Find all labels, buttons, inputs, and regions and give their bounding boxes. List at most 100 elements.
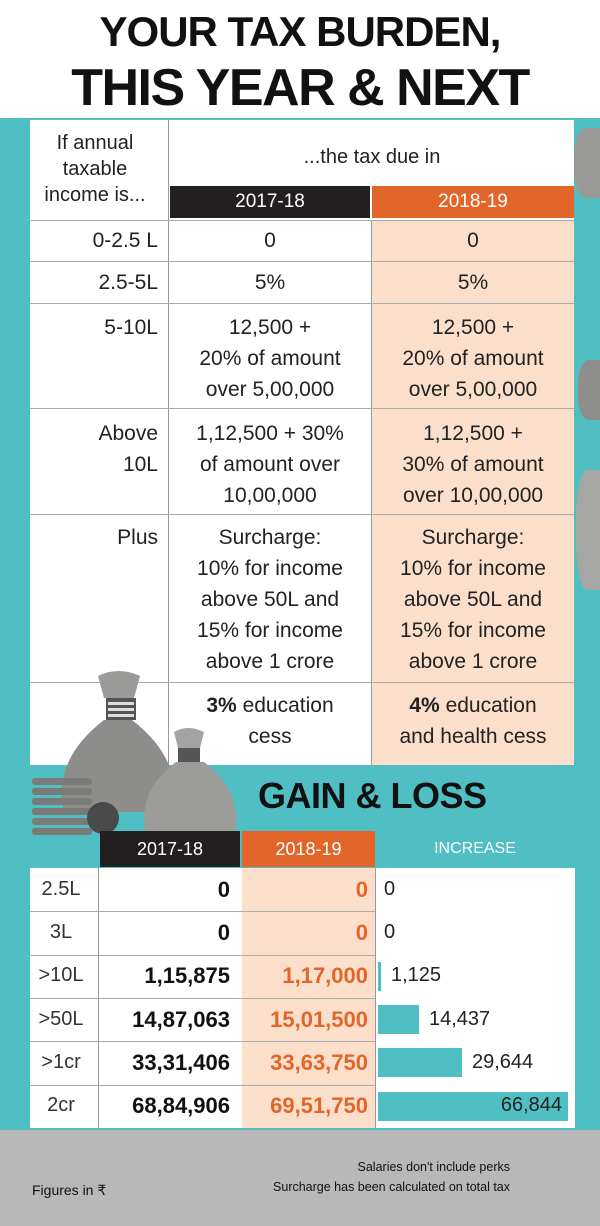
header-top: ...the tax due in xyxy=(303,146,441,168)
rock-decoration xyxy=(578,360,600,420)
tax-2017-line: 15% for income xyxy=(197,619,343,642)
increase-value-label: 0 xyxy=(384,920,396,943)
footnote-perks: Salaries don't include perks xyxy=(357,1160,510,1174)
tax-2017-line: over 5,00,000 xyxy=(205,378,335,401)
rock-decoration xyxy=(574,128,600,198)
gain-loss-header-2017: 2017-18 xyxy=(100,831,240,867)
row-divider xyxy=(30,954,375,956)
tax-2017: 3% education cess xyxy=(170,690,370,752)
tax-2018-line: over 10,00,000 xyxy=(402,484,544,507)
tax-2018-line: 30% of amount xyxy=(402,453,544,476)
cess-text-2017: education xyxy=(242,694,334,717)
tax-2017-line: Surcharge: xyxy=(218,526,322,549)
tax-2018-line: above 1 crore xyxy=(408,650,538,673)
tax-2018: 1,12,500 + 30% of amount over 10,00,000 xyxy=(372,418,574,511)
tax-2018-line: over 5,00,000 xyxy=(408,378,538,401)
value-2017-label: 0 xyxy=(217,876,230,902)
slab-label: 2.5-5L xyxy=(98,271,158,294)
tax-2017: 1,12,500 + 30% of amount over 10,00,000 xyxy=(170,418,370,511)
tax-2017-line: 10% for income xyxy=(197,557,343,580)
increase-value-label: 0 xyxy=(384,877,396,900)
tax-2017-line: 10,00,000 xyxy=(223,484,317,507)
increase-bar xyxy=(378,1091,568,1121)
row-divider xyxy=(30,911,375,913)
header-left-line: If annual xyxy=(56,132,134,154)
header-left: If annual taxable income is... xyxy=(30,130,160,208)
row-divider xyxy=(30,514,574,515)
tax-2018-line: above 50L and xyxy=(403,588,543,611)
tax-2018-line: 12,500 + xyxy=(431,316,515,339)
category-label: 2.5L xyxy=(41,877,81,900)
category-label: >50L xyxy=(38,1007,84,1030)
header-left-line: taxable xyxy=(62,158,128,180)
slab-label-line: Above xyxy=(98,422,158,445)
increase-bar xyxy=(378,1004,419,1035)
value-2017-label: 33,31,406 xyxy=(132,1049,230,1075)
row-divider xyxy=(30,303,574,304)
row-divider xyxy=(30,682,574,683)
value-2018-label: 1,17,000 xyxy=(282,963,368,989)
category-label: >1cr xyxy=(41,1050,81,1073)
category-label: 2cr xyxy=(47,1094,75,1117)
tax-2017-line: 1,12,500 + 30% xyxy=(196,422,344,445)
value-2018-label: 0 xyxy=(355,876,368,902)
title-line-2: THIS YEAR & NEXT xyxy=(71,59,530,117)
tax-2017-line: cess xyxy=(248,725,292,748)
tax-2018-line: 1,12,500 + xyxy=(423,422,523,445)
increase-bar xyxy=(378,1048,462,1078)
tax-2018: 4% education and health cess xyxy=(372,690,574,752)
value-2018-label: 15,01,500 xyxy=(270,1006,368,1032)
coin-stack-icon xyxy=(32,778,119,835)
tax-2017-line: 20% of amount xyxy=(199,347,341,370)
column-divider xyxy=(371,220,372,765)
cess-rate-2017: 3% xyxy=(206,694,237,717)
column-header-2017: 2017-18 xyxy=(170,186,370,218)
figures-note: Figures in ₹ xyxy=(32,1182,107,1198)
footnote-surcharge: Surcharge has been calculated on total t… xyxy=(273,1180,510,1194)
tax-2018: Surcharge: 10% for income above 50L and … xyxy=(372,522,574,677)
slab-label: 5-10L xyxy=(104,316,158,339)
slab-label: Above 10L xyxy=(30,418,158,480)
tax-2018: 12,500 + 20% of amount over 5,00,000 xyxy=(372,312,574,405)
category-label: >10L xyxy=(38,964,84,987)
tax-2017-line: above 1 crore xyxy=(205,650,335,673)
row-divider xyxy=(30,408,574,409)
tax-2018-line: 20% of amount xyxy=(402,347,544,370)
increase-value-label: 66,844 xyxy=(500,1094,562,1117)
row-divider xyxy=(30,220,574,221)
tax-2017-line: above 50L and xyxy=(200,588,340,611)
column-header-2018: 2018-19 xyxy=(372,186,574,218)
gain-loss-title: GAIN & LOSS xyxy=(258,775,487,816)
header-left-line: income is... xyxy=(44,184,146,206)
category-label: 3L xyxy=(49,920,73,943)
row-divider xyxy=(30,1041,375,1043)
value-2018-label: 69,51,750 xyxy=(270,1093,368,1119)
row-divider xyxy=(30,997,375,999)
gain-loss-header-2018: 2018-19 xyxy=(242,831,375,867)
tax-2018: 0 xyxy=(467,229,479,252)
slab-label: 0-2.5 L xyxy=(92,229,158,252)
title-box: YOUR TAX BURDEN, THIS YEAR & NEXT xyxy=(0,0,600,118)
column-divider xyxy=(168,120,169,765)
tax-2018-line: and health cess xyxy=(399,725,547,748)
slab-label-line: 10L xyxy=(122,453,158,476)
money-bag-icon xyxy=(144,728,236,836)
tax-2017: Surcharge: 10% for income above 50L and … xyxy=(170,522,370,677)
column-divider xyxy=(375,868,376,1128)
cess-rate-2018: 4% xyxy=(409,694,440,717)
value-2017-label: 0 xyxy=(217,919,230,945)
tax-2017: 5% xyxy=(254,271,286,294)
slab-label: Plus xyxy=(117,526,158,549)
tax-2018-line: 4% education xyxy=(372,690,574,721)
footer-band xyxy=(0,1130,600,1226)
tax-2018-line: Surcharge: xyxy=(421,526,525,549)
tax-2018: 5% xyxy=(457,271,489,294)
tax-2018-line: 10% for income xyxy=(400,557,546,580)
tax-2017-line: 3% education xyxy=(170,690,370,721)
increase-value-label: 1,125 xyxy=(391,964,442,987)
increase-value-label: 14,437 xyxy=(429,1007,491,1030)
value-2017-label: 14,87,063 xyxy=(132,1006,230,1032)
rock-decoration xyxy=(576,470,600,590)
col-2018-background xyxy=(372,220,574,765)
